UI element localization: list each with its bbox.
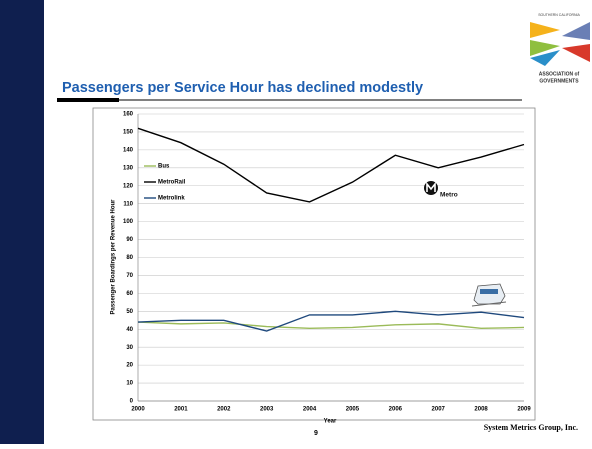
legend-label: Bus [158, 164, 170, 170]
company: System Metrics Group, Inc. [484, 423, 578, 432]
y-tick-label: 110 [123, 201, 133, 207]
page-number: 9 [314, 430, 318, 437]
legend-label: Metrolink [158, 196, 185, 202]
y-tick-label: 120 [123, 183, 134, 189]
slide-title: Passengers per Service Hour has declined… [62, 80, 423, 96]
logo-text: SOUTHERN CALIFORNIA [538, 13, 580, 17]
annotation: Metro [440, 192, 458, 199]
logo-text: GOVERNMENTS [539, 78, 579, 84]
y-tick-label: 80 [126, 255, 133, 261]
y-tick-label: 140 [123, 147, 134, 153]
chart-frame [93, 108, 535, 420]
y-axis-title: Passenger Boardings per Revenue Hour [111, 199, 117, 315]
slide: SOUTHERN CALIFORNIA ASSOCIATION of GOVER… [0, 0, 592, 444]
y-tick-label: 60 [126, 291, 133, 297]
x-tick-label: 2001 [174, 407, 188, 413]
page: SOUTHERN CALIFORNIA ASSOCIATION of GOVER… [0, 0, 592, 444]
x-tick-label: 2008 [474, 407, 488, 413]
logo: SOUTHERN CALIFORNIA ASSOCIATION of GOVER… [530, 13, 590, 84]
x-tick-label: 2002 [217, 407, 231, 413]
logo-text: ASSOCIATION of [539, 71, 580, 77]
x-tick-label: 2004 [303, 407, 317, 413]
x-tick-label: 2007 [432, 407, 446, 413]
y-tick-label: 40 [126, 327, 133, 333]
title-rule-accent [57, 98, 119, 102]
x-tick-label: 2009 [517, 407, 531, 413]
x-tick-label: 2006 [389, 407, 403, 413]
y-tick-label: 160 [123, 112, 134, 118]
y-tick-label: 100 [123, 219, 134, 225]
side-bar [0, 0, 44, 444]
x-tick-label: 2005 [346, 407, 360, 413]
y-tick-label: 150 [123, 130, 134, 136]
y-tick-label: 70 [126, 273, 133, 279]
y-tick-label: 130 [123, 165, 134, 171]
y-tick-label: 30 [126, 345, 133, 351]
legend-label: MetroRail [158, 180, 186, 186]
y-tick-label: 20 [126, 363, 133, 369]
y-tick-label: 50 [126, 309, 133, 315]
y-tick-label: 10 [126, 381, 133, 387]
x-tick-label: 2000 [131, 407, 145, 413]
x-tick-label: 2003 [260, 407, 274, 413]
x-axis-title: Year [324, 419, 337, 425]
y-tick-label: 90 [126, 237, 133, 243]
